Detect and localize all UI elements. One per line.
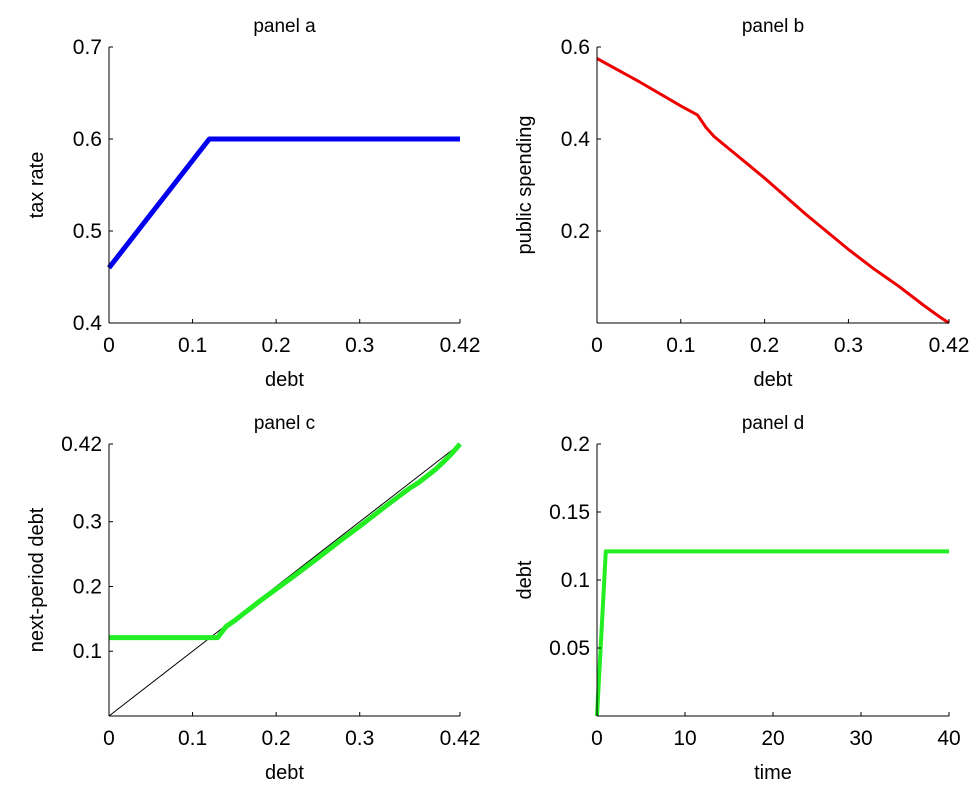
y-tick-label: 0.6 (73, 128, 102, 151)
y-tick-label: 0.1 (561, 569, 590, 592)
x-tick-label: 40 (937, 727, 960, 750)
x-tick-label: 0.3 (345, 334, 374, 357)
y-tick-label: 0.15 (549, 501, 590, 524)
y-axis-label: debt (514, 560, 536, 599)
y-tick-label: 0.4 (561, 128, 591, 151)
chart-panel-4: 0 10 20 30 40 0.05 0.1 0.15 0.2 panel d time debt (514, 413, 961, 784)
y-tick-label: 0.5 (73, 220, 102, 243)
x-tick-label: 0.1 (178, 334, 207, 357)
y-axis-label: public spending (514, 116, 536, 255)
x-axis-label: time (754, 762, 792, 784)
x-tick-label: 0 (103, 727, 115, 750)
y-tick-label: 0.42 (61, 433, 102, 456)
x-tick-label: 0.2 (262, 334, 291, 357)
x-tick-label: 0.3 (345, 727, 374, 750)
series-line-2 (109, 442, 462, 641)
x-tick-label: 0 (591, 334, 603, 357)
x-tick-label: 0.1 (178, 727, 207, 750)
x-tick-label: 0 (103, 334, 115, 357)
series-line-1 (596, 57, 950, 325)
x-axis-label: debt (265, 762, 304, 784)
chart-title: panel c (254, 413, 315, 434)
x-tick-label: 0.1 (666, 334, 695, 357)
x-tick-label: 20 (761, 727, 784, 750)
x-tick-label: 10 (673, 727, 696, 750)
y-tick-label: 0.2 (73, 575, 102, 598)
y-tick-label: 0.2 (561, 220, 590, 243)
chart-title: panel b (742, 16, 804, 37)
y-tick-label: 0.6 (561, 36, 590, 59)
x-tick-label: 0.2 (750, 334, 779, 357)
y-tick-label: 0.4 (73, 312, 103, 335)
y-tick-label: 0.2 (561, 433, 590, 456)
y-tick-label: 0.1 (73, 640, 102, 663)
x-tick-label: 0.2 (262, 727, 291, 750)
series-line-1 (107, 136, 460, 270)
chart-title: panel a (253, 16, 316, 37)
y-tick-label: 0.7 (73, 36, 102, 59)
chart-panel-3: 0 0.1 0.2 0.3 0.42 0.1 0.2 0.3 0.42 panel c debt ne… (26, 413, 480, 784)
x-axis-label: debt (265, 369, 304, 391)
y-axis-label: tax rate (26, 152, 48, 219)
chart-title: panel d (742, 413, 804, 434)
y-tick-label: 0.05 (549, 637, 590, 660)
x-tick-label: 0.42 (929, 334, 970, 357)
chart-panel-2: 0 0.1 0.2 0.3 0.42 0.2 0.4 0.6 panel b debt public… (514, 16, 969, 391)
x-tick-label: 0.42 (440, 334, 481, 357)
x-tick-label: 30 (849, 727, 872, 750)
series-line-1 (595, 549, 949, 717)
y-tick-label: 0.3 (73, 511, 102, 534)
y-axis-label: next-period debt (26, 507, 48, 652)
x-tick-label: 0.42 (440, 727, 481, 750)
chart-panel-1: 0 0.1 0.2 0.3 0.42 0.4 0.5 0.6 0.7 panel a debt tax… (26, 16, 480, 391)
x-axis-label: debt (754, 369, 793, 391)
x-tick-label: 0 (591, 727, 603, 750)
x-tick-label: 0.3 (834, 334, 863, 357)
